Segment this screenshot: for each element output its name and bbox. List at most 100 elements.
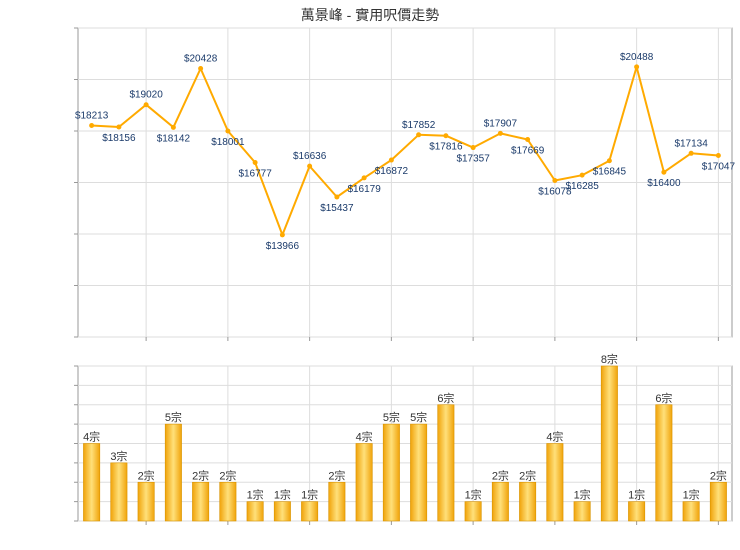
data-label: $16078 [538, 186, 572, 197]
bar-label: 2宗 [138, 468, 155, 482]
bar [464, 501, 482, 522]
data-label: $20488 [620, 52, 654, 63]
bar [328, 481, 346, 522]
bar-label: 2宗 [519, 468, 536, 482]
bar [219, 481, 237, 522]
bar-label: 6宗 [655, 391, 672, 405]
data-label: $18156 [102, 133, 136, 144]
bar-label: 4宗 [356, 430, 373, 444]
data-label: $16179 [347, 184, 381, 195]
data-label: $17907 [484, 118, 518, 129]
bar [192, 481, 210, 522]
data-point [279, 232, 285, 238]
bar-label: 5宗 [383, 410, 400, 424]
bar [573, 501, 591, 522]
bar-label: 1宗 [247, 488, 264, 502]
data-point [416, 132, 422, 138]
data-label: $16777 [238, 168, 272, 179]
data-label: $17852 [402, 120, 436, 131]
data-point [334, 194, 340, 200]
data-point [661, 169, 667, 175]
bar [382, 423, 400, 522]
bar-label: 6宗 [437, 391, 454, 405]
bar-label: 5宗 [165, 410, 182, 424]
bar-label: 5宗 [410, 410, 427, 424]
bar [709, 481, 727, 522]
bar-label: 4宗 [546, 430, 563, 444]
bar [600, 365, 618, 522]
bar-label: 2宗 [710, 468, 727, 482]
bar [628, 501, 646, 522]
data-point [525, 137, 531, 143]
data-point [443, 133, 449, 139]
bar [301, 501, 319, 522]
bar [546, 443, 564, 522]
bar-label: 2宗 [492, 468, 509, 482]
data-point [388, 157, 394, 163]
data-label: $19020 [129, 90, 163, 101]
bar [519, 481, 537, 522]
data-label: $17047 [702, 162, 736, 173]
data-label: $16285 [565, 181, 599, 192]
data-label: $15437 [320, 203, 354, 214]
data-point [688, 150, 694, 156]
bar [137, 481, 155, 522]
data-label: $16845 [593, 167, 627, 178]
data-point [497, 130, 503, 136]
bar-label: 1宗 [683, 488, 700, 502]
data-point [307, 163, 313, 169]
data-point [252, 159, 258, 165]
bar [246, 501, 264, 522]
data-label: $16636 [293, 151, 327, 162]
bar [164, 423, 182, 522]
data-label: $20428 [184, 53, 218, 64]
bar-label: 8宗 [601, 352, 618, 366]
bar-label: 4宗 [83, 430, 100, 444]
data-label: $13966 [266, 241, 300, 252]
chart-title: 萬景峰 - 實用呎價走勢 [301, 7, 439, 23]
data-point [470, 145, 476, 151]
data-label: $16400 [647, 178, 681, 189]
data-label: $17357 [456, 154, 490, 165]
data-label: $17134 [674, 138, 708, 149]
bar [655, 404, 673, 522]
data-label: $18142 [157, 133, 191, 144]
data-point [143, 102, 149, 108]
data-label: $18001 [211, 137, 245, 148]
bar [682, 501, 700, 522]
bar [491, 481, 509, 522]
data-point [634, 64, 640, 70]
data-label: $18213 [75, 111, 109, 122]
bar [355, 443, 373, 522]
bar-label: 2宗 [328, 468, 345, 482]
data-point [116, 124, 122, 130]
bar-label: 3宗 [110, 449, 127, 463]
data-label: $17669 [511, 146, 545, 157]
data-point [225, 128, 231, 134]
bar [437, 404, 455, 522]
data-label: $17816 [429, 142, 463, 153]
bar-label: 2宗 [192, 468, 209, 482]
bar-label: 1宗 [465, 488, 482, 502]
bar [410, 423, 428, 522]
bar [110, 462, 128, 522]
bar-label: 1宗 [574, 488, 591, 502]
data-point [89, 123, 95, 129]
data-point [715, 153, 721, 159]
data-label: $16872 [375, 166, 409, 177]
bar-label: 1宗 [628, 488, 645, 502]
data-point [170, 124, 176, 130]
data-point [552, 177, 558, 183]
data-point [198, 65, 204, 71]
bar-label: 1宗 [274, 488, 291, 502]
data-point [606, 158, 612, 164]
data-point [579, 172, 585, 178]
price-line [91, 65, 719, 236]
bar [273, 501, 291, 522]
bar-chart-panel: 4宗 3宗 2宗 5宗 2宗 2宗 1宗 1宗 1宗 2宗 4宗 5宗 5宗 6宗 1宗 2宗 2宗 4宗 1宗 8宗… [74, 352, 733, 525]
bar [83, 443, 101, 522]
bar-label: 2宗 [219, 468, 236, 482]
line-chart-panel: $18213 $18156 $19020 $18142 $20428 $18001 $167… [74, 27, 736, 341]
bar-label: 1宗 [301, 488, 318, 502]
